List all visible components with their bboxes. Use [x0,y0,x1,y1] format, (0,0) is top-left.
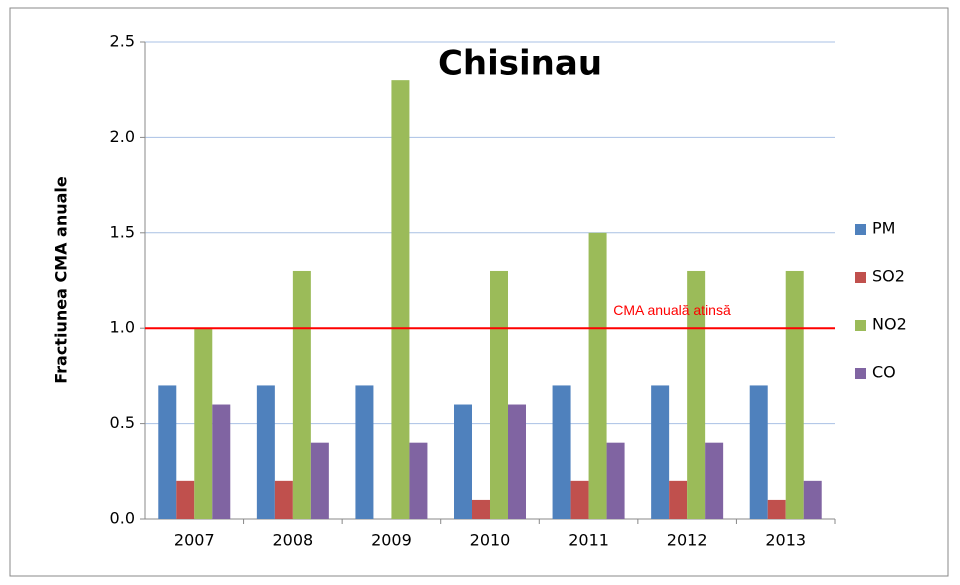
bar [274,480,293,519]
bar [194,328,213,519]
y-tick-label: 2.0 [110,127,135,146]
y-tick-label: 0.0 [110,509,135,528]
reference-label: CMA anuală atinsă [613,302,731,318]
bar [588,232,607,520]
bar [570,480,589,519]
bar [803,480,822,519]
bar [391,80,410,519]
bar [749,385,768,519]
legend-swatch [855,224,866,235]
x-tick-label: 2011 [568,531,609,550]
bar [705,442,724,519]
bar [310,442,329,519]
x-tick-label: 2010 [470,531,511,550]
legend-label: CO [872,363,896,382]
legend-swatch [855,320,866,331]
bar [552,385,571,519]
bar [651,385,670,519]
bar [158,385,177,519]
bar [767,499,786,519]
legend-swatch [855,368,866,379]
legend-label: PM [872,219,895,238]
y-axis-label: Fractiunea CMA anuale [52,176,71,384]
bar [176,480,195,519]
bar [472,499,490,519]
y-tick-label: 0.5 [110,413,135,432]
legend-label: SO2 [872,267,905,286]
y-tick-label: 1.0 [110,318,135,337]
bar [508,404,526,519]
x-tick-label: 2013 [765,531,806,550]
legend-swatch [855,272,866,283]
x-tick-label: 2009 [371,531,412,550]
x-tick-label: 2007 [174,531,215,550]
chart-title: Chisinau [438,44,602,84]
bar [669,480,688,519]
y-tick-label: 2.5 [110,32,135,51]
bar [292,270,311,519]
bar [454,404,472,519]
bar [212,404,231,519]
legend-label: NO2 [872,315,907,334]
bar [409,442,428,519]
bar [687,270,706,519]
x-tick-label: 2008 [272,531,313,550]
bar [256,385,275,519]
bar [355,385,374,519]
x-tick-label: 2012 [667,531,708,550]
bar [785,270,804,519]
y-tick-label: 1.5 [110,222,135,241]
bar [606,442,625,519]
bar [490,270,508,519]
